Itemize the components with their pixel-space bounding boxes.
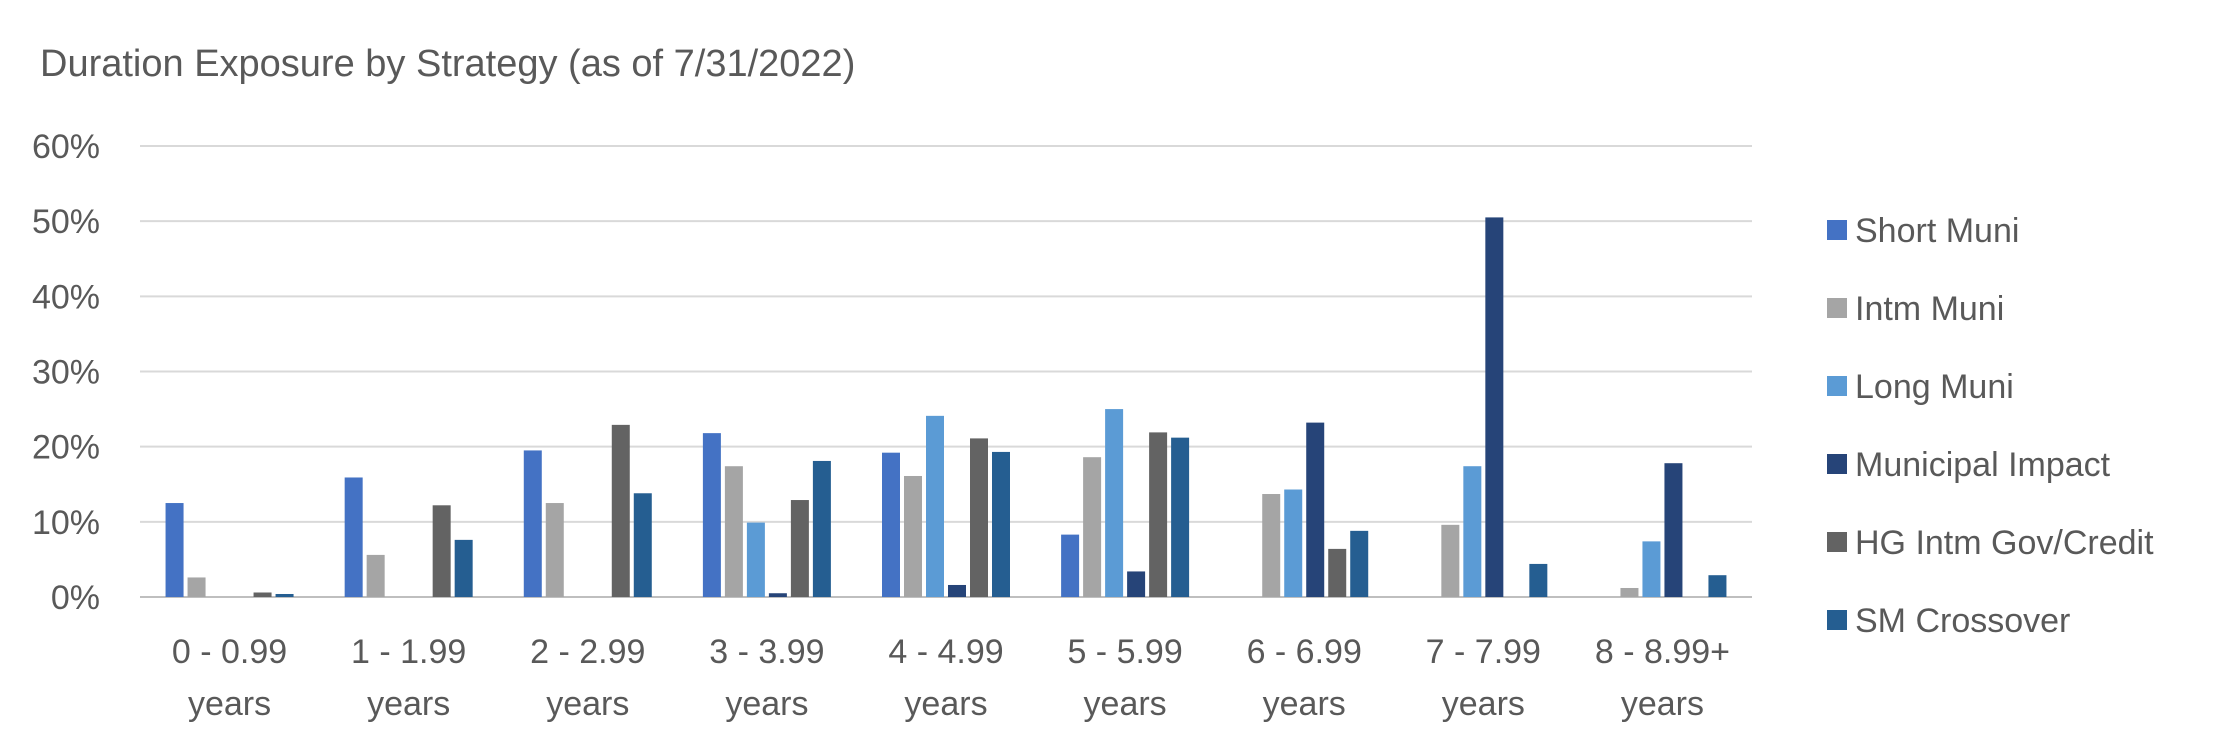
bar-intm-muni <box>366 554 385 597</box>
y-tick-label: 50% <box>32 203 100 241</box>
legend-label: HG Intm Gov/Credit <box>1855 524 2154 562</box>
legend-item: SM Crossover <box>1827 602 2070 640</box>
bar-municipal-impact <box>1485 217 1504 598</box>
bar-short-muni <box>702 433 721 597</box>
bar-sm-crossover <box>1708 575 1727 597</box>
bar-sm-crossover <box>275 593 294 597</box>
bar-short-muni <box>344 477 363 597</box>
bar-hg-intm-gov-credit <box>790 500 809 597</box>
bar-hg-intm-gov-credit <box>1149 432 1168 597</box>
bar-municipal-impact <box>948 584 966 597</box>
bar-intm-muni <box>1262 494 1281 597</box>
legend-item: HG Intm Gov/Credit <box>1827 524 2154 562</box>
bar-sm-crossover <box>1171 437 1190 597</box>
y-tick-label: 30% <box>32 354 100 392</box>
bar-intm-muni <box>187 577 206 597</box>
legend-swatch <box>1827 532 1847 552</box>
x-axis-ticks: 0 - 0.99 years 1 - 1.99 years 2 - 2.99 years 3… <box>172 633 1730 723</box>
x-tick-label: 7 - 7.99 years <box>1426 633 1541 723</box>
chart-title: Duration Exposure by Strategy (as of 7/3… <box>40 43 855 85</box>
legend-swatch <box>1827 454 1847 474</box>
bar-municipal-impact <box>1664 463 1683 597</box>
y-tick-label: 20% <box>32 429 100 467</box>
legend-swatch <box>1827 220 1847 240</box>
legend-label: Long Muni <box>1855 368 2014 406</box>
legend-item: Municipal Impact <box>1827 446 2111 484</box>
y-tick-label: 0% <box>51 579 100 617</box>
bar-sm-crossover <box>454 539 473 597</box>
y-axis-ticks: 0% 10% 20% 30% 40% 50% 60% <box>32 128 100 617</box>
bar-sm-crossover <box>633 493 652 597</box>
legend-label: Municipal Impact <box>1855 446 2111 484</box>
legend-swatch <box>1827 298 1847 318</box>
bar-intm-muni <box>1441 524 1460 597</box>
bar-intm-muni <box>545 503 564 597</box>
bar-short-muni <box>1061 534 1080 597</box>
bar-long-muni <box>1463 466 1482 597</box>
bar-long-muni <box>1105 409 1124 597</box>
bar-long-muni <box>1284 489 1303 597</box>
bar-hg-intm-gov-credit <box>253 592 272 597</box>
x-tick-label: 0 - 0.99 years <box>172 633 287 723</box>
x-tick-label: 1 - 1.99 years <box>351 633 466 723</box>
bar-sm-crossover <box>1529 563 1548 597</box>
bar-intm-muni <box>1083 457 1102 597</box>
bar-hg-intm-gov-credit <box>1328 548 1347 597</box>
y-tick-label: 60% <box>32 128 100 166</box>
bar-long-muni <box>926 415 944 597</box>
legend-item: Short Muni <box>1827 212 2019 250</box>
bar-hg-intm-gov-credit <box>432 505 451 597</box>
x-tick-label: 4 - 4.99 years <box>888 633 1003 723</box>
bar-intm-muni <box>1620 587 1639 597</box>
y-tick-label: 40% <box>32 278 100 316</box>
bar-long-muni <box>1642 541 1661 597</box>
legend-swatch <box>1827 376 1847 396</box>
bar-municipal-impact <box>1127 571 1146 597</box>
x-tick-label: 2 - 2.99 years <box>530 633 645 723</box>
bar-intm-muni <box>904 475 922 597</box>
bar-sm-crossover <box>992 451 1010 597</box>
bars <box>165 217 1727 598</box>
bar-hg-intm-gov-credit <box>611 424 630 597</box>
bar-municipal-impact <box>1306 422 1325 597</box>
x-tick-label: 3 - 3.99 years <box>709 633 824 723</box>
bar-intm-muni <box>724 466 743 597</box>
x-tick-label: 8 - 8.99+ years <box>1595 633 1730 723</box>
y-tick-label: 10% <box>32 504 100 542</box>
bar-municipal-impact <box>768 593 787 597</box>
legend-label: Intm Muni <box>1855 290 2004 328</box>
bar-long-muni <box>746 522 765 597</box>
bar-short-muni <box>882 452 900 597</box>
legend-item: Long Muni <box>1827 368 2014 406</box>
legend: Short Muni Intm Muni Long Muni Municipal Im… <box>1827 212 2154 640</box>
bar-short-muni <box>165 503 184 597</box>
legend-label: Short Muni <box>1855 212 2019 250</box>
x-tick-label: 6 - 6.99 years <box>1247 633 1362 723</box>
bar-hg-intm-gov-credit <box>970 438 988 597</box>
x-tick-label: 5 - 5.99 years <box>1067 633 1182 723</box>
legend-swatch <box>1827 610 1847 630</box>
legend-label: SM Crossover <box>1855 602 2070 640</box>
gridlines <box>140 145 1752 598</box>
bar-sm-crossover <box>1350 530 1369 597</box>
bar-short-muni <box>523 450 542 597</box>
legend-item: Intm Muni <box>1827 290 2004 328</box>
bar-sm-crossover <box>812 460 831 597</box>
